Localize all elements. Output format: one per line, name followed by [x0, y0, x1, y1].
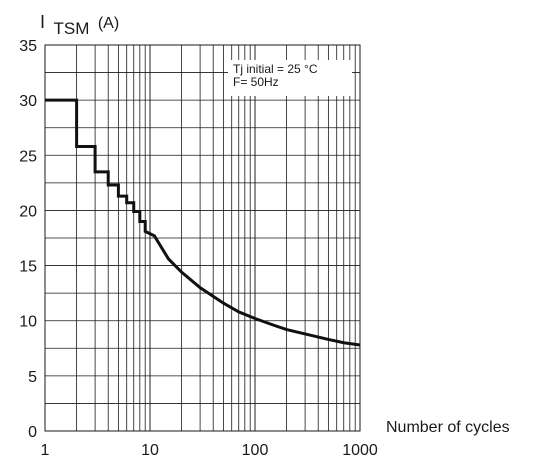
x-tick-label: 1 — [41, 442, 50, 459]
y-tick-label: 10 — [19, 314, 37, 331]
y-tick-label: 35 — [19, 38, 37, 55]
y-tick-label: 20 — [19, 203, 37, 220]
y-tick-label: 30 — [19, 93, 37, 110]
y-axis-label: I TSM (A) — [40, 12, 119, 38]
y-tick-label: 25 — [19, 148, 37, 165]
surge-current-curve — [45, 98, 361, 347]
x-tick-label: 100 — [242, 442, 269, 459]
grid — [45, 45, 360, 431]
x-tick-labels: 1 10 100 1000 — [41, 442, 378, 459]
y-tick-label: 5 — [28, 369, 37, 386]
y-tick-labels: 0 5 10 15 20 25 30 35 — [19, 38, 37, 441]
annotation-line-2: F= 50Hz — [233, 75, 279, 89]
plot-frame — [44, 44, 361, 432]
conditions-annotation: Tj initial = 25 °C F= 50Hz — [228, 60, 352, 96]
x-axis-label: Number of cycles — [386, 419, 510, 436]
y-tick-label: 15 — [19, 259, 37, 276]
x-tick-label: 10 — [141, 442, 159, 459]
x-tick-label: 1000 — [342, 442, 378, 459]
y-tick-label: 0 — [28, 424, 37, 441]
annotation-line-1: Tj initial = 25 °C — [233, 62, 318, 76]
